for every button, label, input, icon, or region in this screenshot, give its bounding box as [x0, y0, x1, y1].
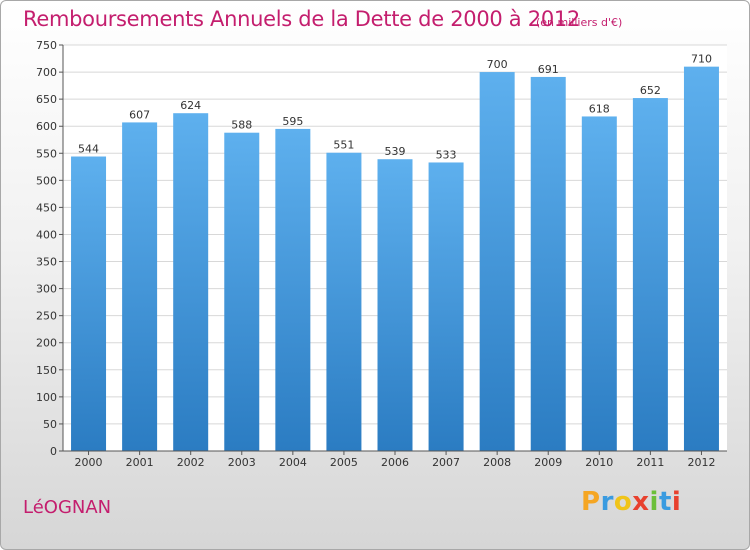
y-tick-label: 650: [36, 93, 57, 106]
bar-2003: [224, 132, 260, 452]
x-tick-label: 2006: [381, 456, 409, 469]
logo-letter: x: [632, 487, 650, 517]
value-label-2007: 533: [436, 148, 457, 161]
y-tick-label: 350: [36, 256, 57, 269]
value-label-2004: 595: [282, 115, 303, 128]
logo-letter: i: [649, 487, 659, 517]
x-tick-label: 2008: [483, 456, 511, 469]
value-label-2006: 539: [385, 145, 406, 158]
y-tick-label: 600: [36, 120, 57, 133]
value-label-2001: 607: [129, 108, 150, 121]
y-tick-label: 300: [36, 283, 57, 296]
x-tick-label: 2000: [75, 456, 103, 469]
x-axis: 2000 2001 2002 2003 2004 2005 2006 2007 2008 2009…: [63, 450, 727, 469]
x-tick-label: 2003: [228, 456, 256, 469]
value-label-2010: 618: [589, 102, 610, 115]
value-label-2008: 700: [487, 58, 508, 71]
value-label-2012: 710: [691, 53, 712, 66]
x-tick-label: 2011: [636, 456, 664, 469]
value-label-2003: 588: [231, 119, 252, 132]
x-tick-label: 2009: [534, 456, 562, 469]
bars: [71, 66, 719, 452]
y-tick-label: 50: [43, 418, 57, 431]
value-label-2002: 624: [180, 99, 201, 112]
town-name: LéOGNAN: [23, 497, 112, 518]
y-tick-label: 750: [36, 39, 57, 52]
bar-2008: [479, 72, 515, 452]
y-tick-label: 550: [36, 147, 57, 160]
y-tick-label: 700: [36, 66, 57, 79]
bar-2007: [428, 162, 464, 451]
y-tick-label: 500: [36, 174, 57, 187]
value-label-2011: 652: [640, 84, 661, 97]
y-tick-label: 450: [36, 201, 57, 214]
bar-2001: [122, 122, 158, 451]
value-label-2009: 691: [538, 63, 559, 76]
y-tick-label: 0: [50, 445, 57, 458]
chart-title: Remboursements Annuels de la Dette de 20…: [23, 7, 580, 31]
bar-2004: [275, 128, 311, 451]
bar-2011: [632, 98, 668, 452]
proxiti-logo[interactable]: Proxiti: [581, 487, 681, 517]
x-tick-label: 2007: [432, 456, 460, 469]
y-axis: 0 50 100 150 200 250 300 350 400 450 500 550 600 650 7…: [36, 39, 64, 458]
x-tick-label: 2004: [279, 456, 307, 469]
x-tick-label: 2010: [585, 456, 613, 469]
bar-2006: [377, 159, 413, 452]
y-tick-label: 100: [36, 391, 57, 404]
bar-2012: [683, 66, 719, 452]
logo-letter: o: [613, 487, 633, 517]
value-label-2000: 544: [78, 143, 99, 156]
value-labels: 544 607 624 588 595 551 539 533 700 691 618 652 710: [78, 53, 712, 162]
value-label-2005: 551: [333, 139, 354, 152]
bar-2010: [581, 116, 617, 452]
x-tick-label: 2005: [330, 456, 358, 469]
chart-unit: (en milliers d'€): [536, 16, 623, 29]
y-tick-label: 250: [36, 310, 57, 323]
x-tick-label: 2001: [126, 456, 154, 469]
x-tick-label: 2012: [687, 456, 715, 469]
bar-2002: [173, 113, 209, 451]
bar-2000: [71, 156, 107, 452]
y-tick-label: 400: [36, 228, 57, 241]
logo-letter: P: [581, 487, 601, 517]
logo-letter: r: [600, 487, 614, 517]
y-tick-label: 200: [36, 337, 57, 350]
x-tick-label: 2002: [177, 456, 205, 469]
logo-letter: i: [671, 487, 682, 517]
bar-2009: [530, 76, 566, 452]
logo-letter: t: [658, 487, 672, 517]
bar-2005: [326, 152, 362, 451]
y-tick-label: 150: [36, 364, 57, 377]
